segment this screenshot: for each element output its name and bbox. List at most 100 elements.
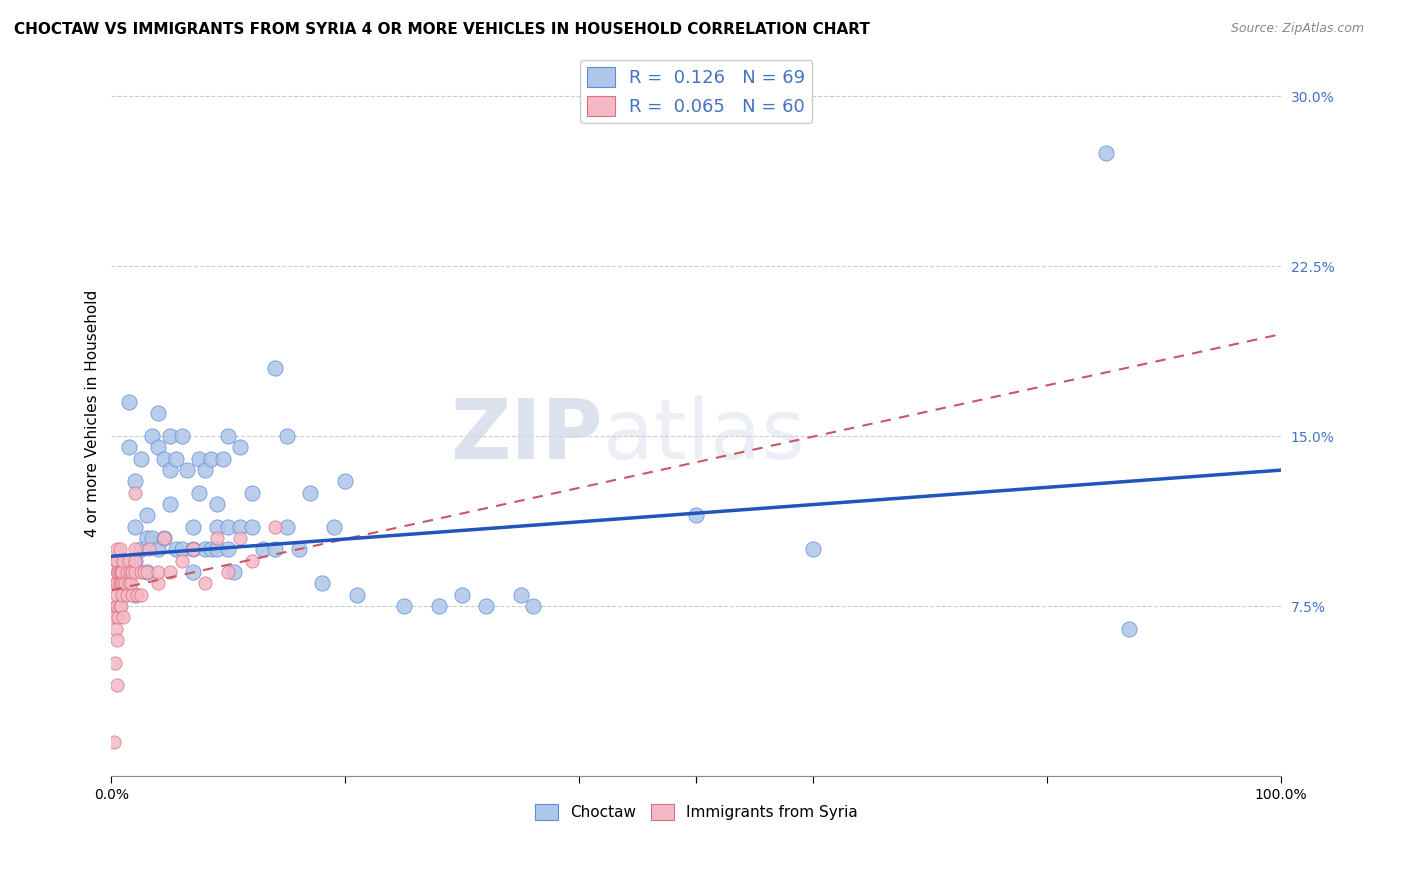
Point — [240, 485, 263, 500]
Point — [118, 554, 141, 568]
Point — [120, 565, 142, 579]
Legend: Choctaw, Immigrants from Syria: Choctaw, Immigrants from Syria — [529, 797, 865, 827]
Point — [105, 599, 128, 614]
Point — [105, 576, 128, 591]
Point — [135, 531, 157, 545]
Text: ZIP: ZIP — [450, 394, 603, 475]
Point — [121, 565, 143, 579]
Point — [229, 520, 252, 534]
Point — [176, 463, 198, 477]
Point — [311, 576, 333, 591]
Point — [114, 576, 136, 591]
Point — [276, 520, 298, 534]
Point — [105, 576, 128, 591]
Point — [104, 656, 127, 670]
Point — [148, 576, 170, 591]
Point — [165, 451, 187, 466]
Point — [181, 565, 204, 579]
Text: atlas: atlas — [603, 394, 804, 475]
Point — [240, 520, 263, 534]
Point — [105, 622, 128, 636]
Point — [392, 599, 415, 614]
Point — [108, 542, 131, 557]
Point — [211, 451, 233, 466]
Point — [112, 554, 135, 568]
Point — [112, 554, 135, 568]
Point — [124, 485, 146, 500]
Point — [138, 542, 160, 557]
Point — [229, 531, 252, 545]
Point — [135, 508, 157, 523]
Point — [108, 565, 131, 579]
Point — [124, 554, 146, 568]
Point — [194, 463, 217, 477]
Point — [229, 441, 252, 455]
Point — [118, 395, 141, 409]
Point — [124, 542, 146, 557]
Point — [264, 361, 287, 376]
Point — [335, 475, 357, 489]
Point — [105, 554, 128, 568]
Point — [148, 565, 170, 579]
Point — [110, 576, 132, 591]
Point — [103, 735, 125, 749]
Point — [105, 565, 128, 579]
Point — [129, 565, 152, 579]
Point — [217, 429, 239, 443]
Point — [118, 576, 141, 591]
Point — [112, 576, 135, 591]
Point — [127, 588, 149, 602]
Point — [181, 520, 204, 534]
Point — [159, 463, 181, 477]
Point — [124, 588, 146, 602]
Point — [135, 565, 157, 579]
Point — [129, 588, 152, 602]
Point — [252, 542, 274, 557]
Point — [685, 508, 707, 523]
Point — [141, 429, 163, 443]
Point — [205, 542, 228, 557]
Point — [110, 565, 132, 579]
Point — [188, 451, 211, 466]
Point — [124, 554, 146, 568]
Point — [148, 441, 170, 455]
Point — [148, 406, 170, 420]
Text: Source: ZipAtlas.com: Source: ZipAtlas.com — [1230, 22, 1364, 36]
Point — [112, 610, 135, 624]
Point — [129, 542, 152, 557]
Point — [120, 576, 142, 591]
Point — [217, 565, 239, 579]
Point — [217, 542, 239, 557]
Y-axis label: 4 or more Vehicles in Household: 4 or more Vehicles in Household — [86, 290, 100, 537]
Point — [110, 599, 132, 614]
Point — [105, 678, 128, 692]
Point — [170, 554, 193, 568]
Point — [105, 633, 128, 648]
Point — [322, 520, 344, 534]
Point — [115, 588, 138, 602]
Point — [181, 542, 204, 557]
Point — [108, 576, 131, 591]
Point — [148, 542, 170, 557]
Point — [264, 520, 287, 534]
Point — [129, 451, 152, 466]
Point — [188, 485, 211, 500]
Point — [107, 610, 129, 624]
Point — [124, 475, 146, 489]
Point — [264, 542, 287, 557]
Point — [346, 588, 368, 602]
Point — [509, 588, 531, 602]
Point — [159, 565, 181, 579]
Point — [105, 588, 128, 602]
Point — [1094, 145, 1116, 160]
Point — [451, 588, 474, 602]
Point — [170, 542, 193, 557]
Point — [181, 542, 204, 557]
Point — [240, 554, 263, 568]
Point — [141, 531, 163, 545]
Point — [118, 441, 141, 455]
Point — [299, 485, 322, 500]
Point — [801, 542, 824, 557]
Point — [153, 531, 176, 545]
Point — [108, 599, 131, 614]
